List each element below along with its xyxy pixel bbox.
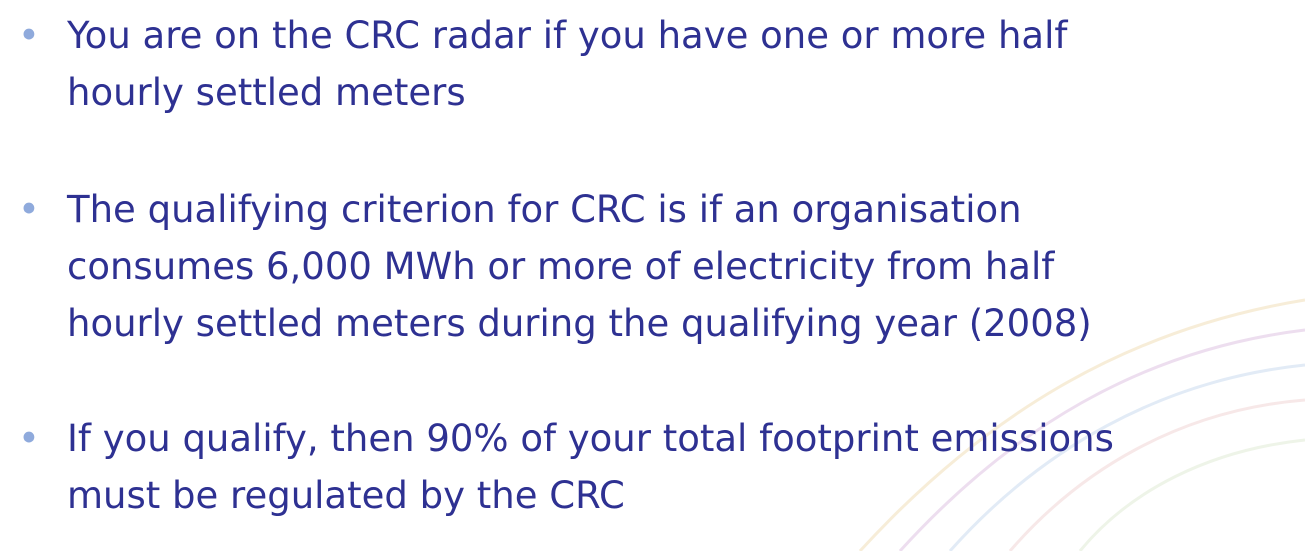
bullet-text: hourly settled meters: [67, 71, 466, 114]
bullet-marker: •: [18, 188, 40, 231]
bullet-text: If you qualify, then 90% of your total f…: [67, 417, 1114, 460]
bullet-marker: •: [18, 14, 40, 57]
bullet-text: consumes 6,000 MWh or more of electricit…: [67, 245, 1055, 288]
bullet-text: must be regulated by the CRC: [67, 474, 625, 517]
bullet-marker: •: [18, 417, 40, 460]
bullet-item: • You are on the CRC radar if you have on…: [0, 7, 1305, 121]
bullet-text: The qualifying criterion for CRC is if a…: [67, 188, 1022, 231]
bullet-item: • The qualifying criterion for CRC is if …: [0, 181, 1305, 352]
bullet-item: • If you qualify, then 90% of your total …: [0, 410, 1305, 524]
bullet-text: You are on the CRC radar if you have one…: [67, 14, 1068, 57]
bullet-text: hourly settled meters during the qualify…: [67, 302, 1092, 345]
